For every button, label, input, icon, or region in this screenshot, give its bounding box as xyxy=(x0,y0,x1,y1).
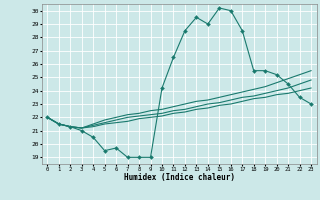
X-axis label: Humidex (Indice chaleur): Humidex (Indice chaleur) xyxy=(124,173,235,182)
